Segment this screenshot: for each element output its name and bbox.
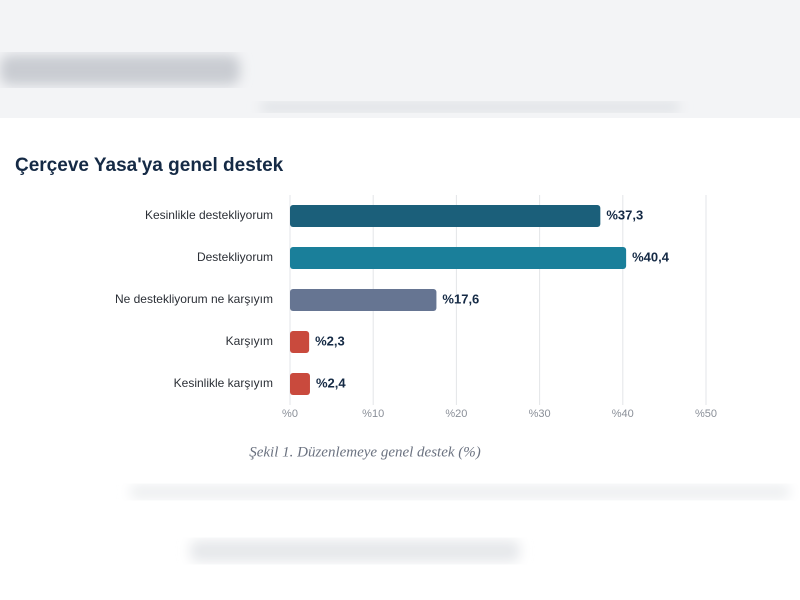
y-tick-label: Ne destekliyorum ne karşıyım: [115, 292, 273, 306]
x-tick-label: %10: [362, 408, 384, 420]
x-tick-label: %40: [612, 408, 634, 420]
value-label: %2,3: [315, 333, 345, 348]
y-tick-label: Karşıyım: [226, 334, 273, 348]
value-label: %2,4: [316, 375, 346, 390]
blurred-text: [0, 55, 240, 85]
value-label: %40,4: [632, 249, 670, 264]
x-tick-label: %20: [445, 408, 467, 420]
y-tick-label: Kesinlikle karşıyım: [174, 376, 273, 390]
blurred-line: [260, 102, 680, 112]
bar: [290, 205, 601, 227]
y-tick-label: Destekliyorum: [197, 250, 273, 264]
blurred-row: [130, 485, 790, 499]
x-tick-label: %30: [529, 408, 551, 420]
bar: [290, 289, 437, 311]
y-tick-label: Kesinlikle destekliyorum: [145, 208, 273, 222]
bar: [290, 331, 310, 353]
caption: Şekil 1. Düzenlemeye genel destek (%): [249, 444, 481, 460]
value-label: %37,3: [606, 207, 643, 222]
chart-title: Çerçeve Yasa'ya genel destek: [15, 155, 284, 176]
bar: [290, 247, 627, 269]
value-label: %17,6: [442, 291, 479, 306]
x-tick-label: %0: [282, 408, 298, 420]
blurred-row: [190, 540, 520, 562]
x-tick-label: %50: [695, 408, 717, 420]
bar: [290, 373, 310, 395]
